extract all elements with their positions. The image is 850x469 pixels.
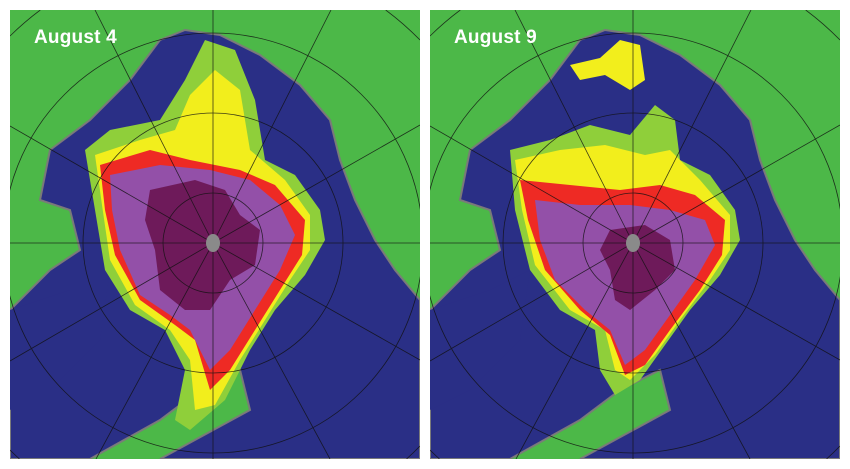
ocean-hudson [10, 270, 110, 410]
pole-hole [626, 234, 640, 252]
pole-hole [206, 234, 220, 252]
map-august-4 [10, 10, 420, 459]
graticule [430, 10, 840, 459]
date-label: August 9 [454, 27, 537, 48]
sea-ice-map-august-4: August 4 [10, 10, 420, 459]
ice-floe-north [570, 40, 645, 90]
map-august-9 [430, 10, 840, 459]
ice-full-concentration [600, 225, 675, 310]
graticule [10, 10, 420, 459]
ocean-hudson [430, 270, 530, 410]
date-label: August 4 [34, 27, 117, 48]
sea-ice-map-august-9: August 9 [430, 10, 840, 459]
